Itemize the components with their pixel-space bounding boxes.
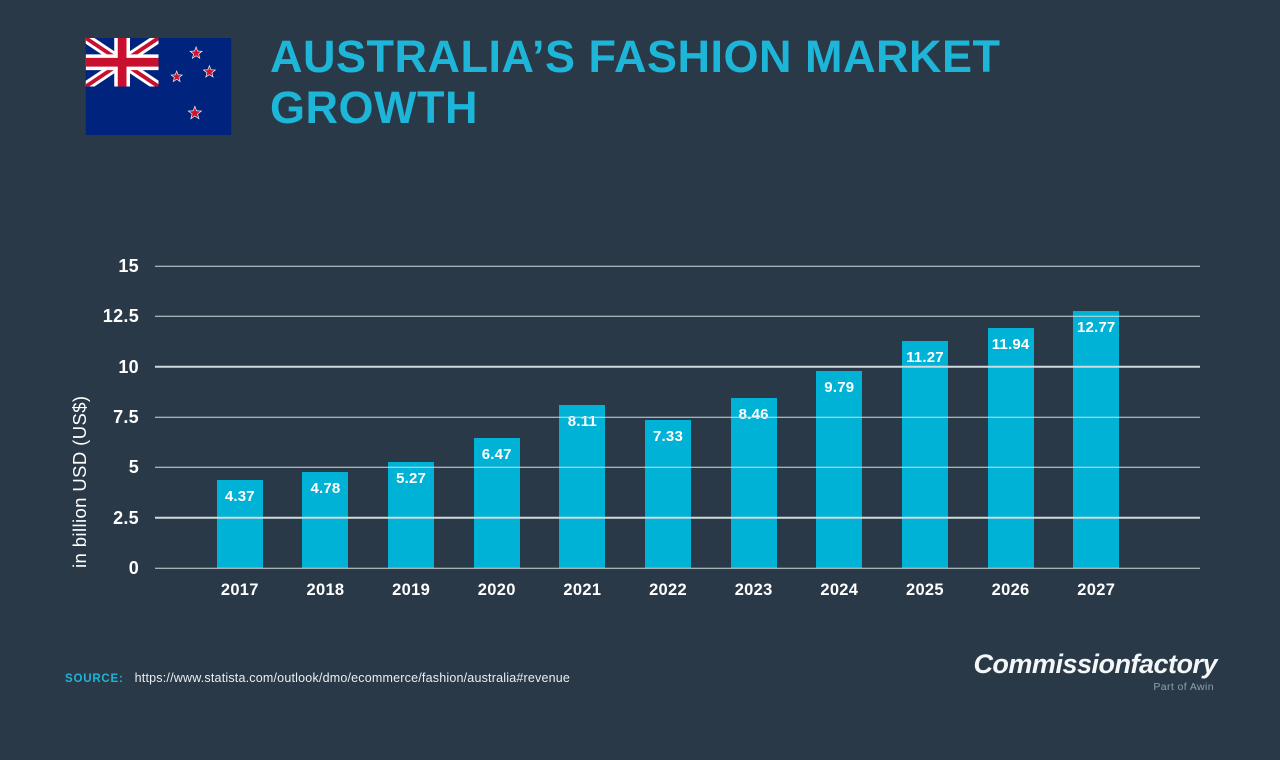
bar-chart: in billion USD (US$) 4.37 2017 4.78 2018 5.2… xyxy=(69,257,1200,599)
bar-group: 6.47 2020 xyxy=(454,266,540,599)
x-axis-tick-label: 2026 xyxy=(991,581,1030,599)
page-title: AUSTRALIA’S FASHION MARKET GROWTH xyxy=(270,31,1001,133)
bar-group: 11.27 2025 xyxy=(882,266,968,599)
x-axis-tick-label: 2023 xyxy=(734,581,773,599)
bar: 7.33 xyxy=(645,420,692,568)
bar-value-label: 12.77 xyxy=(1076,318,1116,336)
gridline xyxy=(155,265,1200,267)
x-axis-tick-label: 2020 xyxy=(477,581,516,599)
bar-group: 4.78 2018 xyxy=(283,266,369,599)
union-jack-canton xyxy=(85,38,159,87)
y-axis-tick-label: 7.5 xyxy=(113,407,139,427)
bar: 6.47 xyxy=(473,437,520,568)
logo-subtext: Part of Awin xyxy=(1153,680,1214,693)
gridline xyxy=(155,567,1200,569)
y-axis-tick-label: 2.5 xyxy=(113,507,139,528)
bar: 9.79 xyxy=(816,370,863,568)
gridline xyxy=(155,416,1200,418)
x-axis-tick-label: 2018 xyxy=(306,581,345,599)
bar: 5.27 xyxy=(388,461,435,568)
bar-value-label: 11.27 xyxy=(906,349,944,367)
bar-group: 12.77 2027 xyxy=(1053,266,1139,599)
bar-group: 5.27 2019 xyxy=(368,266,454,599)
new-zealand-flag-icon xyxy=(85,38,232,135)
bar: 11.94 xyxy=(987,327,1034,568)
bars-layer: 4.37 2017 4.78 2018 5.27 2019 6.47 2020 8.11 2021… xyxy=(197,266,1139,599)
bar-group: 9.79 2024 xyxy=(796,266,882,599)
bar-value-label: 4.37 xyxy=(224,488,255,506)
y-axis-tick-label: 15 xyxy=(118,256,139,276)
logo-text: Commissionfactory xyxy=(973,649,1217,679)
bar-group: 11.94 2026 xyxy=(968,266,1054,599)
source-url: https://www.statista.com/outlook/dmo/eco… xyxy=(134,671,571,685)
x-axis-tick-label: 2017 xyxy=(220,581,259,599)
y-axis-tick-label: 0 xyxy=(128,558,139,578)
gridline xyxy=(155,315,1200,318)
commissionfactory-logo: Commissionfactory Part of Awin xyxy=(973,649,1217,693)
bar: 4.78 xyxy=(302,471,349,568)
bar-value-label: 6.47 xyxy=(481,445,512,463)
bar: 8.11 xyxy=(559,404,606,568)
x-axis-tick-label: 2024 xyxy=(820,581,859,599)
y-axis-tick-label: 12.5 xyxy=(102,306,139,327)
bar: 11.27 xyxy=(901,341,948,568)
bar-value-label: 9.79 xyxy=(824,378,855,396)
gridline xyxy=(155,516,1200,519)
bar-group: 7.33 2022 xyxy=(625,266,711,599)
source-label: SOURCE: xyxy=(65,673,124,685)
bar-value-label: 5.27 xyxy=(396,469,427,487)
bar-group: 4.37 2017 xyxy=(197,266,283,599)
bar-value-label: 4.78 xyxy=(310,479,341,497)
gridline xyxy=(155,365,1200,368)
bar-value-label: 11.94 xyxy=(991,335,1030,353)
bar-group: 8.46 2023 xyxy=(711,266,797,599)
y-axis-label: in billion USD (US$) xyxy=(69,395,90,569)
x-axis-tick-label: 2027 xyxy=(1077,581,1116,599)
x-axis-tick-label: 2021 xyxy=(563,581,602,599)
source-row: SOURCE: https://www.statista.com/outlook… xyxy=(65,671,570,685)
y-axis-tick-label: 5 xyxy=(128,457,139,478)
x-axis-tick-label: 2019 xyxy=(392,581,431,599)
bar-value-label: 7.33 xyxy=(653,428,684,446)
x-axis-tick-label: 2022 xyxy=(649,581,687,599)
gridline xyxy=(155,466,1200,469)
bar: 4.37 xyxy=(216,480,263,568)
bar-value-label: 8.46 xyxy=(738,405,769,423)
x-axis-tick-label: 2025 xyxy=(905,581,944,599)
y-axis-tick-label: 10 xyxy=(118,356,139,377)
southern-cross-stars xyxy=(170,46,217,120)
bar: 8.46 xyxy=(730,397,777,568)
bar: 12.77 xyxy=(1073,310,1120,568)
